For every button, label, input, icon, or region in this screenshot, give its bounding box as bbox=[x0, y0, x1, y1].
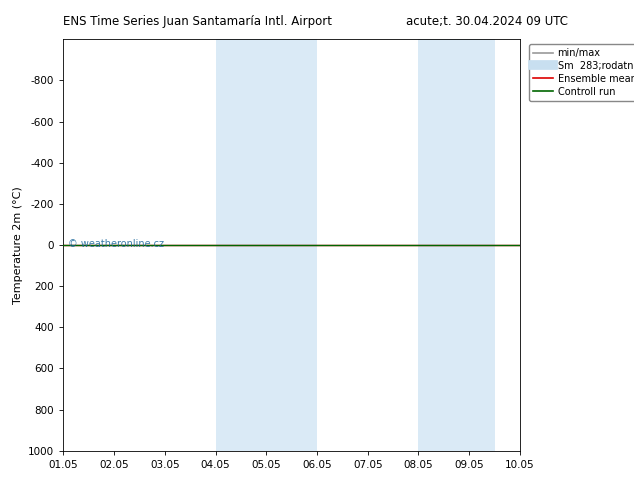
Text: © weatheronline.cz: © weatheronline.cz bbox=[68, 239, 164, 249]
Bar bbox=[216, 39, 317, 451]
Text: ENS Time Series Juan Santamaría Intl. Airport: ENS Time Series Juan Santamaría Intl. Ai… bbox=[63, 15, 332, 28]
Legend: min/max, Sm  283;rodatn acute; odchylka, Ensemble mean run, Controll run: min/max, Sm 283;rodatn acute; odchylka, … bbox=[529, 44, 634, 100]
Y-axis label: Temperature 2m (°C): Temperature 2m (°C) bbox=[13, 186, 23, 304]
Bar bbox=[418, 39, 495, 451]
Text: acute;t. 30.04.2024 09 UTC: acute;t. 30.04.2024 09 UTC bbox=[406, 15, 568, 28]
